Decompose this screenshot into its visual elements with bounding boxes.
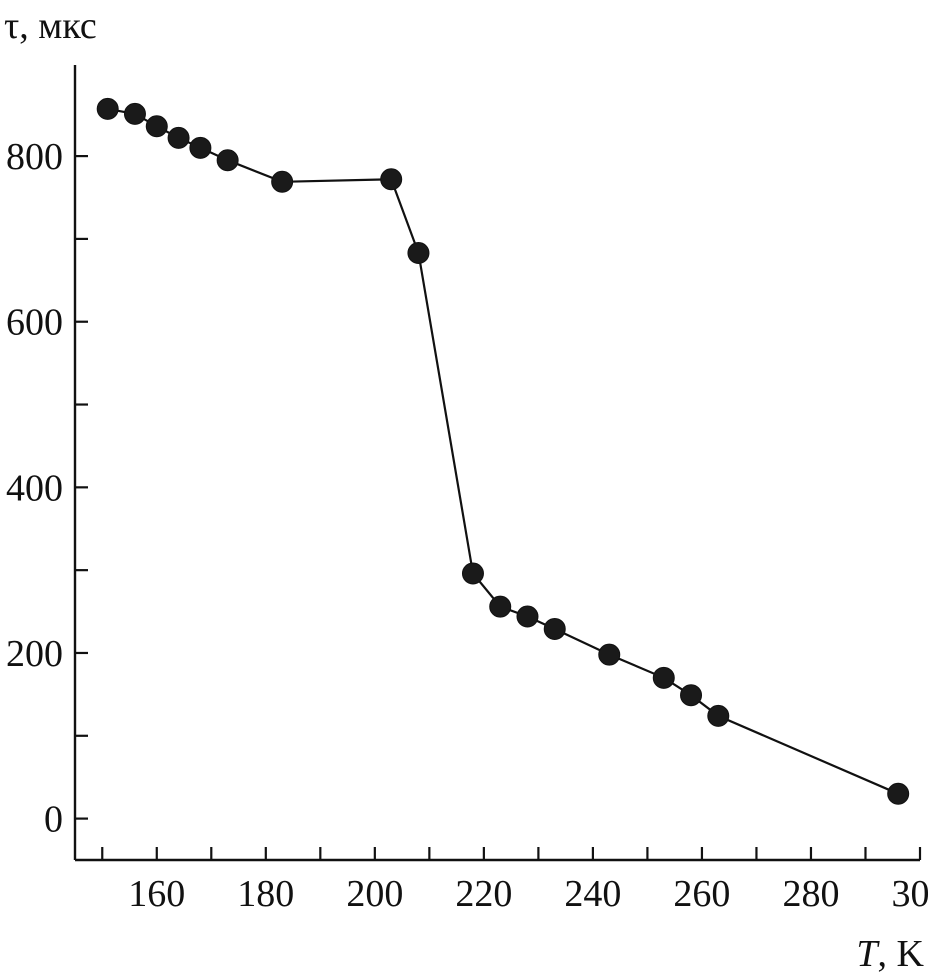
data-point xyxy=(189,136,212,159)
x-axis-title-symbol: T xyxy=(856,933,880,975)
data-point xyxy=(216,149,239,172)
x-axis-title-unit: , K xyxy=(878,933,925,975)
series-line xyxy=(107,107,899,795)
tick-labels: 160 180 200 220 240 260 280 300 0 200 400 600 800 xyxy=(6,136,928,915)
x-tick-label: 220 xyxy=(455,873,512,915)
data-point xyxy=(652,666,675,689)
x-tick-label: 300 xyxy=(892,873,928,915)
x-tick-label: 180 xyxy=(237,873,294,915)
x-tick-label: 200 xyxy=(346,873,403,915)
data-point xyxy=(707,704,730,727)
y-tick-label: 400 xyxy=(6,467,63,509)
data-point xyxy=(543,617,566,640)
axes xyxy=(73,65,920,862)
x-tick-label: 280 xyxy=(782,873,839,915)
data-point xyxy=(167,126,190,149)
y-axis-title: τ, мкс xyxy=(4,5,97,47)
x-tick-label: 240 xyxy=(564,873,621,915)
data-point xyxy=(516,605,539,628)
data-point xyxy=(680,684,703,707)
x-tick-label: 160 xyxy=(128,873,185,915)
series xyxy=(96,97,910,805)
data-point xyxy=(96,97,119,120)
x-axis-title: T, K xyxy=(856,933,924,975)
data-point xyxy=(598,643,621,666)
data-point xyxy=(489,595,512,618)
data-point xyxy=(271,170,294,193)
data-point xyxy=(145,115,168,138)
x-tick-label: 260 xyxy=(673,873,730,915)
data-point xyxy=(887,782,910,805)
y-tick-label: 600 xyxy=(6,302,63,344)
data-point xyxy=(380,168,403,191)
data-point xyxy=(407,241,430,264)
ticks xyxy=(75,154,922,860)
y-tick-label: 200 xyxy=(6,633,63,675)
data-point xyxy=(461,562,484,585)
y-tick-label: 0 xyxy=(44,799,63,841)
y-tick-label: 800 xyxy=(6,136,63,178)
data-point xyxy=(123,102,146,125)
